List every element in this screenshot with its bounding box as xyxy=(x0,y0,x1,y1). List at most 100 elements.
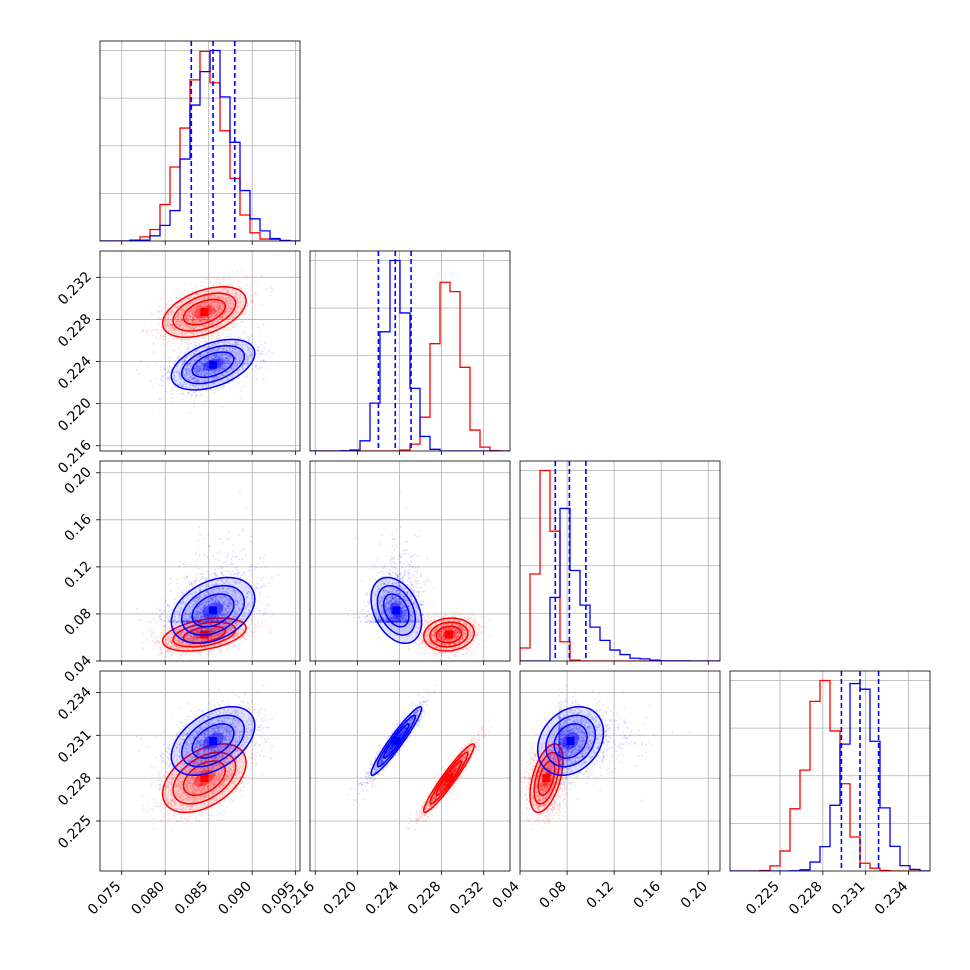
scatter-point xyxy=(190,354,192,357)
scatter-point xyxy=(219,365,222,368)
scatter-point xyxy=(228,346,231,349)
scatter-point xyxy=(224,364,227,367)
scatter-point xyxy=(210,300,213,302)
scatter-point xyxy=(192,352,195,355)
scatter-point xyxy=(195,292,198,295)
scatter-point xyxy=(223,361,226,364)
scatter-point xyxy=(165,337,168,340)
scatter-point xyxy=(202,370,205,372)
scatter-point xyxy=(187,378,190,380)
scatter-point xyxy=(207,316,210,319)
scatter-point xyxy=(233,341,236,343)
scatter-point xyxy=(212,348,215,351)
scatter-point xyxy=(185,375,188,378)
scatter-point xyxy=(219,289,222,292)
scatter-point xyxy=(213,315,216,318)
scatter-point xyxy=(222,348,225,350)
scatter-point xyxy=(218,358,220,361)
scatter-point xyxy=(269,285,272,288)
scatter-point xyxy=(234,359,237,361)
scatter-point xyxy=(189,295,192,298)
scatter-point xyxy=(187,328,190,331)
scatter-point xyxy=(189,362,191,365)
scatter-point xyxy=(190,380,193,383)
scatter-point xyxy=(194,286,197,289)
scatter-point xyxy=(222,358,225,361)
scatter-point xyxy=(196,316,199,319)
scatter-point xyxy=(202,319,205,321)
scatter-point xyxy=(207,368,210,371)
scatter-point xyxy=(251,299,254,302)
scatter-point xyxy=(222,313,225,315)
scatter-point xyxy=(191,301,194,304)
scatter-point xyxy=(199,370,201,373)
scatter-point xyxy=(236,311,239,314)
scatter-point xyxy=(203,364,206,366)
scatter-point xyxy=(217,342,219,344)
scatter-point xyxy=(217,366,219,368)
scatter-point xyxy=(234,356,237,359)
scatter-point xyxy=(197,357,200,360)
scatter-point xyxy=(221,316,224,319)
scatter-point xyxy=(232,307,234,310)
scatter-point xyxy=(221,365,224,367)
scatter-point xyxy=(197,373,199,376)
scatter-point xyxy=(163,367,165,370)
scatter-point xyxy=(206,373,209,376)
scatter-point xyxy=(221,306,224,309)
scatter-point xyxy=(222,374,225,377)
scatter-point xyxy=(197,305,200,308)
scatter-point xyxy=(224,297,227,300)
scatter-point xyxy=(167,340,170,343)
scatter-point xyxy=(222,363,225,365)
scatter-point xyxy=(190,387,193,390)
scatter-point xyxy=(236,377,239,380)
scatter-point xyxy=(207,358,209,361)
scatter-point xyxy=(164,373,167,376)
scatter-point xyxy=(228,302,231,305)
scatter-point xyxy=(220,373,223,376)
scatter-point xyxy=(244,362,247,365)
scatter-point xyxy=(212,322,215,325)
scatter-point xyxy=(226,291,229,294)
scatter-point xyxy=(198,319,201,321)
scatter-point xyxy=(228,360,231,363)
scatter-point xyxy=(219,380,221,383)
scatter-point xyxy=(193,307,196,310)
scatter-point xyxy=(254,626,257,628)
scatter-point xyxy=(201,379,204,382)
scatter-point xyxy=(201,332,203,334)
scatter-point xyxy=(208,307,211,310)
scatter-point xyxy=(241,354,243,356)
scatter-point xyxy=(181,363,184,366)
scatter-point xyxy=(205,369,208,372)
scatter-point xyxy=(218,306,221,309)
scatter-point xyxy=(186,346,189,349)
scatter-point xyxy=(180,311,183,314)
scatter-point xyxy=(202,383,204,386)
scatter-point xyxy=(221,374,224,376)
scatter-point xyxy=(226,308,229,311)
scatter-point xyxy=(252,650,255,652)
scatter-point xyxy=(220,361,223,364)
scatter-point xyxy=(203,374,205,377)
scatter-point xyxy=(181,314,183,317)
scatter-point xyxy=(232,312,235,315)
scatter-point xyxy=(215,355,218,358)
scatter-point xyxy=(242,385,245,388)
scatter-point xyxy=(233,324,236,326)
scatter-point xyxy=(248,356,251,359)
scatter-point xyxy=(195,367,198,370)
scatter-point xyxy=(205,380,208,382)
scatter-point xyxy=(225,377,228,380)
scatter-point xyxy=(181,319,184,322)
scatter-point xyxy=(188,371,191,374)
scatter-point xyxy=(198,364,200,367)
scatter-point xyxy=(191,311,194,313)
scatter-point xyxy=(200,318,203,321)
scatter-point xyxy=(220,352,223,355)
histogram-series-0 xyxy=(310,281,510,451)
scatter-point xyxy=(201,355,203,358)
scatter-point xyxy=(171,323,174,326)
